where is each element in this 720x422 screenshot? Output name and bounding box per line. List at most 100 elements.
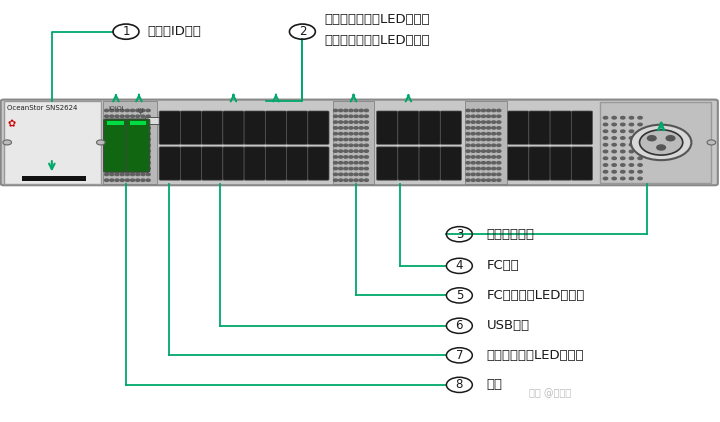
FancyBboxPatch shape: [397, 111, 419, 144]
Circle shape: [136, 179, 140, 181]
Circle shape: [349, 150, 353, 152]
Circle shape: [333, 144, 338, 146]
Circle shape: [364, 156, 369, 158]
Circle shape: [364, 127, 369, 129]
Circle shape: [338, 162, 343, 164]
Circle shape: [141, 168, 145, 170]
Circle shape: [338, 173, 343, 176]
Circle shape: [629, 157, 634, 160]
Circle shape: [146, 138, 150, 141]
Text: 知乎 @乔相公: 知乎 @乔相公: [529, 388, 572, 398]
Circle shape: [120, 150, 124, 152]
Circle shape: [482, 179, 485, 181]
Circle shape: [338, 127, 343, 129]
Circle shape: [497, 144, 501, 146]
Circle shape: [471, 168, 475, 170]
Circle shape: [141, 144, 145, 146]
Circle shape: [125, 179, 130, 181]
Circle shape: [349, 121, 353, 123]
Circle shape: [497, 121, 501, 123]
Circle shape: [115, 144, 119, 146]
Circle shape: [125, 173, 130, 176]
Text: 8: 8: [456, 379, 463, 391]
Circle shape: [621, 177, 625, 180]
Bar: [130, 121, 146, 125]
FancyBboxPatch shape: [159, 147, 181, 180]
Circle shape: [492, 173, 496, 176]
Circle shape: [349, 162, 353, 164]
Circle shape: [612, 137, 616, 139]
Circle shape: [471, 162, 475, 164]
Circle shape: [364, 115, 369, 117]
Circle shape: [338, 144, 343, 146]
Circle shape: [492, 162, 496, 164]
Text: 6: 6: [456, 319, 463, 332]
FancyBboxPatch shape: [181, 111, 202, 144]
Bar: [145, 117, 161, 124]
Circle shape: [343, 127, 348, 129]
FancyBboxPatch shape: [266, 147, 287, 180]
Circle shape: [471, 115, 475, 117]
Circle shape: [638, 130, 642, 133]
Circle shape: [482, 168, 485, 170]
Circle shape: [629, 116, 634, 119]
Text: 5: 5: [456, 289, 463, 302]
FancyBboxPatch shape: [441, 147, 462, 180]
Circle shape: [487, 138, 490, 141]
Circle shape: [333, 115, 338, 117]
Text: 交换机ID标签: 交换机ID标签: [148, 25, 202, 38]
Circle shape: [612, 143, 616, 146]
Circle shape: [104, 127, 109, 129]
Circle shape: [621, 130, 625, 133]
Circle shape: [104, 150, 109, 152]
Circle shape: [497, 156, 501, 158]
FancyBboxPatch shape: [287, 111, 308, 144]
Circle shape: [115, 127, 119, 129]
FancyBboxPatch shape: [159, 111, 181, 144]
FancyBboxPatch shape: [508, 147, 528, 180]
Circle shape: [333, 109, 338, 112]
FancyBboxPatch shape: [104, 119, 127, 172]
FancyBboxPatch shape: [223, 111, 244, 144]
Circle shape: [621, 123, 625, 126]
Circle shape: [466, 144, 470, 146]
Circle shape: [125, 150, 130, 152]
Circle shape: [638, 137, 642, 139]
Circle shape: [115, 162, 119, 164]
Circle shape: [492, 168, 496, 170]
Circle shape: [333, 173, 338, 176]
Circle shape: [354, 179, 358, 181]
Bar: [103, 101, 157, 184]
Circle shape: [364, 150, 369, 152]
Circle shape: [109, 115, 114, 117]
Circle shape: [471, 127, 475, 129]
Circle shape: [482, 127, 485, 129]
Circle shape: [343, 168, 348, 170]
Circle shape: [603, 130, 608, 133]
Circle shape: [466, 121, 470, 123]
Circle shape: [629, 123, 634, 126]
Circle shape: [125, 138, 130, 141]
Circle shape: [115, 173, 119, 176]
Circle shape: [359, 109, 364, 112]
Circle shape: [125, 127, 130, 129]
Circle shape: [612, 157, 616, 160]
Circle shape: [603, 177, 608, 180]
FancyBboxPatch shape: [377, 111, 397, 144]
Circle shape: [471, 156, 475, 158]
Text: 3: 3: [456, 228, 463, 241]
Text: FC端口: FC端口: [487, 260, 519, 272]
Circle shape: [612, 116, 616, 119]
Circle shape: [638, 157, 642, 160]
Circle shape: [136, 115, 140, 117]
Circle shape: [349, 168, 353, 170]
Circle shape: [482, 109, 485, 112]
Circle shape: [338, 179, 343, 181]
Circle shape: [603, 157, 608, 160]
Circle shape: [338, 115, 343, 117]
Bar: [22, 176, 86, 181]
Text: USB接口: USB接口: [487, 319, 530, 332]
Text: 以太网网口及LED指示灯: 以太网网口及LED指示灯: [487, 349, 585, 362]
Circle shape: [621, 143, 625, 146]
Circle shape: [115, 179, 119, 181]
